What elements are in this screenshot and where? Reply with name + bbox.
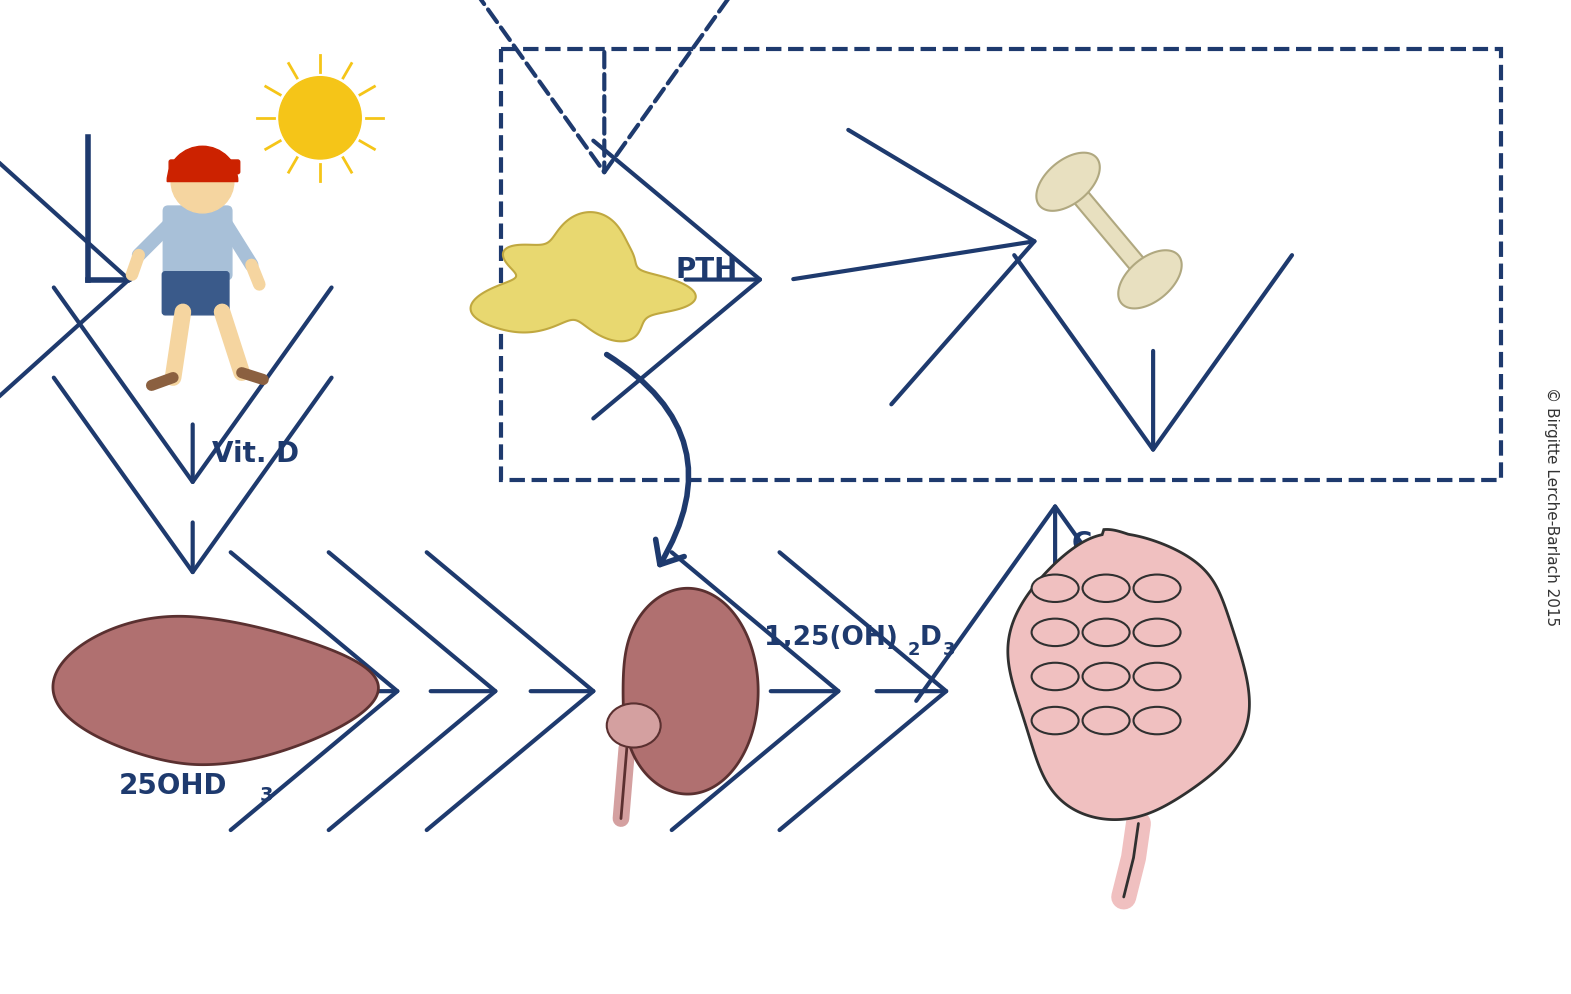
Ellipse shape — [1134, 575, 1180, 602]
Ellipse shape — [1032, 618, 1079, 646]
Text: 3: 3 — [259, 786, 273, 805]
Polygon shape — [1037, 153, 1100, 211]
Polygon shape — [1119, 250, 1181, 308]
Text: PTH: PTH — [676, 255, 738, 283]
FancyBboxPatch shape — [170, 160, 240, 174]
Ellipse shape — [1032, 663, 1079, 690]
Text: 25OHD: 25OHD — [119, 772, 228, 800]
Ellipse shape — [1082, 707, 1130, 735]
Wedge shape — [167, 146, 237, 182]
Ellipse shape — [1082, 575, 1130, 602]
Polygon shape — [1062, 176, 1156, 285]
Polygon shape — [624, 588, 759, 794]
Text: 3: 3 — [943, 641, 955, 659]
Text: Ca: Ca — [1071, 530, 1111, 559]
Text: © Birgitte Lerche-Barlach 2015: © Birgitte Lerche-Barlach 2015 — [1544, 388, 1560, 626]
FancyBboxPatch shape — [162, 271, 229, 315]
Ellipse shape — [1134, 707, 1180, 735]
Ellipse shape — [1134, 663, 1180, 690]
Text: D: D — [921, 625, 941, 651]
Circle shape — [171, 150, 234, 213]
FancyBboxPatch shape — [163, 206, 233, 279]
Polygon shape — [53, 616, 379, 764]
Ellipse shape — [1032, 707, 1079, 735]
Text: 2: 2 — [908, 641, 921, 659]
Circle shape — [280, 77, 361, 159]
Ellipse shape — [1134, 618, 1180, 646]
Ellipse shape — [1032, 575, 1079, 602]
Text: 1,25(OH): 1,25(OH) — [764, 625, 899, 651]
Ellipse shape — [1082, 618, 1130, 646]
Ellipse shape — [1082, 663, 1130, 690]
Polygon shape — [1009, 530, 1249, 820]
FancyArrowPatch shape — [606, 355, 688, 565]
Text: Vit. D: Vit. D — [212, 440, 300, 468]
Polygon shape — [471, 212, 696, 341]
Ellipse shape — [606, 704, 661, 747]
